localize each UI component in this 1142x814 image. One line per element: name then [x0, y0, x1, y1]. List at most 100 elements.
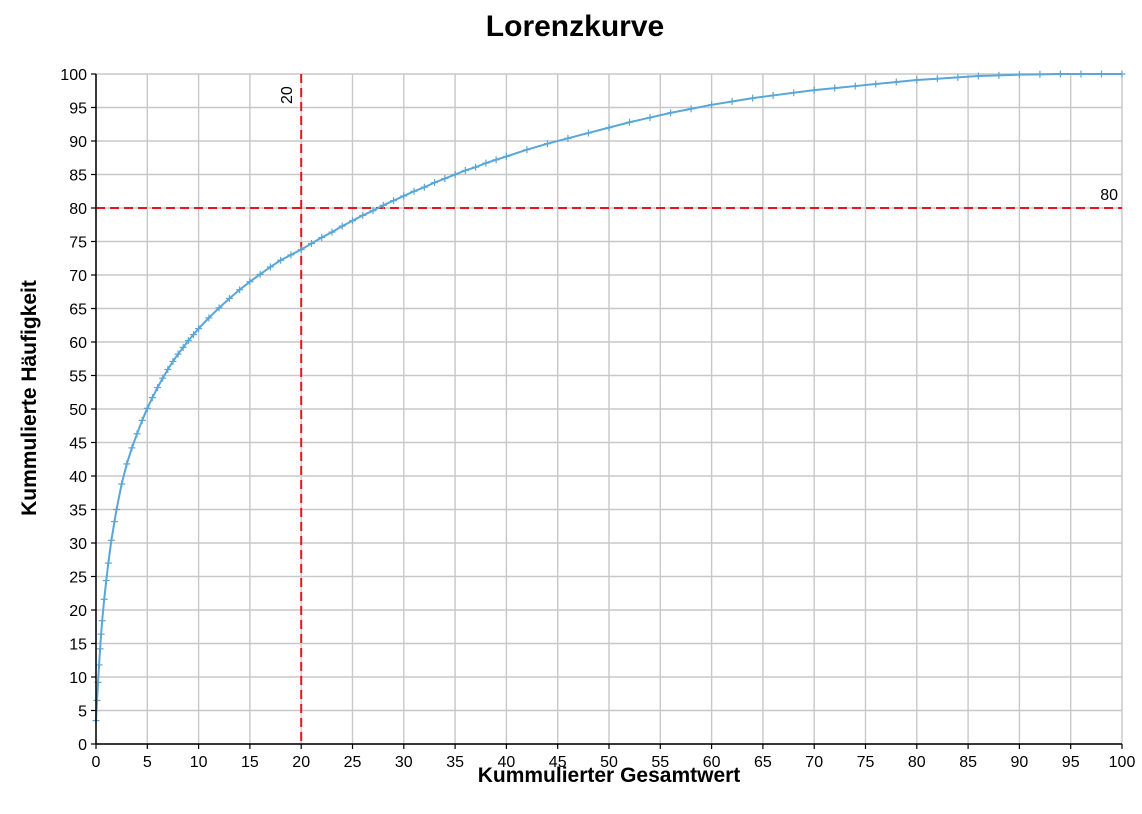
data-point [246, 278, 254, 286]
grid [95, 73, 1123, 745]
data-point [492, 156, 500, 164]
data-point [133, 430, 141, 438]
data-point [420, 183, 428, 191]
y-tick-label: 75 [69, 235, 87, 252]
x-tick-label: 25 [344, 754, 362, 771]
data-point [441, 175, 449, 183]
x-tick-label: 5 [143, 754, 152, 771]
data-point [256, 270, 264, 278]
chart-title: Lorenzkurve [486, 10, 664, 43]
data-point [523, 146, 531, 154]
x-tick-label: 65 [754, 754, 772, 771]
y-tick-label: 35 [69, 503, 87, 520]
data-point [451, 171, 459, 178]
x-tick-label: 60 [703, 754, 721, 771]
y-tick-label: 20 [69, 603, 87, 620]
data-point [328, 228, 336, 236]
data-point [584, 129, 592, 137]
series-layer [92, 70, 1126, 725]
data-point [96, 645, 104, 653]
y-reference-label: 80 [1100, 187, 1118, 204]
x-tick-label: 45 [549, 754, 567, 771]
data-point [225, 294, 233, 302]
data-point [164, 365, 172, 373]
data-point [148, 394, 156, 402]
y-axis-label: Kummulierte Häufigkeit [18, 280, 41, 516]
data-point [790, 89, 798, 97]
y-tick-label: 100 [60, 67, 87, 84]
data-point [728, 97, 736, 105]
data-point [995, 71, 1003, 79]
data-point [769, 91, 777, 99]
data-point [933, 75, 941, 83]
data-point [431, 179, 439, 187]
data-point [169, 357, 177, 365]
data-point [872, 80, 880, 88]
data-point [287, 251, 295, 259]
y-tick-label: 40 [69, 469, 87, 486]
x-tick-label: 75 [857, 754, 875, 771]
data-point [107, 536, 115, 544]
x-tick-label: 10 [190, 754, 208, 771]
data-point [400, 192, 408, 200]
data-point [184, 337, 192, 345]
data-point [472, 163, 480, 171]
data-point [97, 630, 105, 638]
data-point [205, 314, 213, 322]
y-tick-label: 25 [69, 570, 87, 587]
tick-labels: 0 5 10 15 20 25 30 35 40 45 50 55 60 65 70 75 80 85 90 95 10… [60, 67, 1135, 771]
data-point [913, 76, 921, 84]
data-point [338, 222, 346, 230]
data-point [359, 211, 367, 219]
y-tick-label: 0 [78, 737, 87, 754]
data-point [379, 201, 387, 209]
data-point [831, 84, 839, 92]
data-point [390, 197, 398, 205]
y-tick-label: 65 [69, 302, 87, 319]
data-point [1036, 70, 1044, 78]
data-point [667, 109, 675, 117]
axes [91, 73, 1123, 749]
data-point [113, 506, 121, 513]
y-tick-label: 60 [69, 335, 87, 352]
data-point [154, 384, 162, 392]
x-tick-label: 80 [908, 754, 926, 771]
data-point [277, 256, 285, 264]
data-point [851, 82, 859, 90]
y-tick-label: 55 [69, 369, 87, 386]
data-point [564, 134, 572, 142]
data-point [410, 187, 418, 195]
x-tick-label: 30 [395, 754, 413, 771]
data-point [195, 325, 203, 333]
data-point [369, 207, 377, 215]
y-tick-label: 15 [69, 637, 87, 654]
data-point [646, 114, 654, 122]
data-point [482, 159, 490, 167]
data-point [810, 86, 818, 94]
y-tick-label: 10 [69, 670, 87, 687]
y-tick-label: 85 [69, 168, 87, 185]
data-point [502, 152, 510, 160]
data-point [143, 404, 151, 412]
data-point [461, 166, 469, 174]
data-point [98, 617, 106, 625]
data-point [100, 595, 108, 603]
data-point [708, 101, 716, 109]
y-tick-label: 30 [69, 536, 87, 553]
data-point [605, 124, 613, 132]
data-point [1118, 70, 1126, 78]
data-point [266, 263, 274, 271]
data-point [892, 78, 900, 86]
x-tick-label: 35 [446, 754, 464, 771]
data-point [307, 240, 315, 248]
x-tick-label: 90 [1011, 754, 1029, 771]
y-tick-label: 45 [69, 436, 87, 453]
y-tick-label: 5 [78, 704, 87, 721]
data-point [118, 480, 126, 488]
data-point [318, 233, 326, 241]
data-point [123, 460, 131, 468]
data-point [954, 73, 962, 81]
